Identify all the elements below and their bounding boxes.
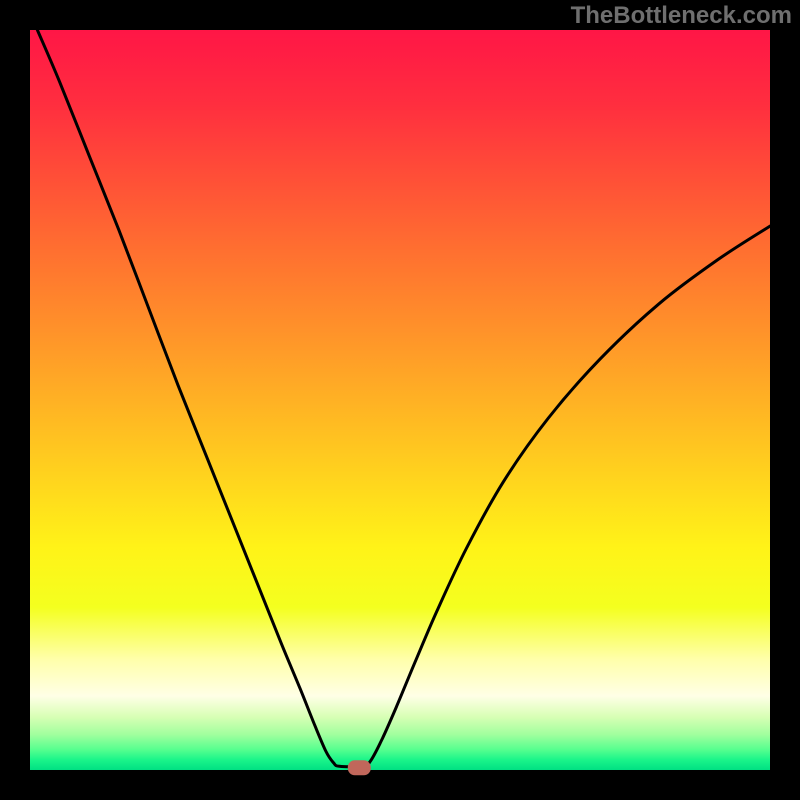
chart-container: TheBottleneck.com xyxy=(0,0,800,800)
bottleneck-chart xyxy=(0,0,800,800)
optimal-point-marker xyxy=(348,760,371,775)
watermark-text: TheBottleneck.com xyxy=(571,2,792,30)
plot-area xyxy=(30,30,770,770)
